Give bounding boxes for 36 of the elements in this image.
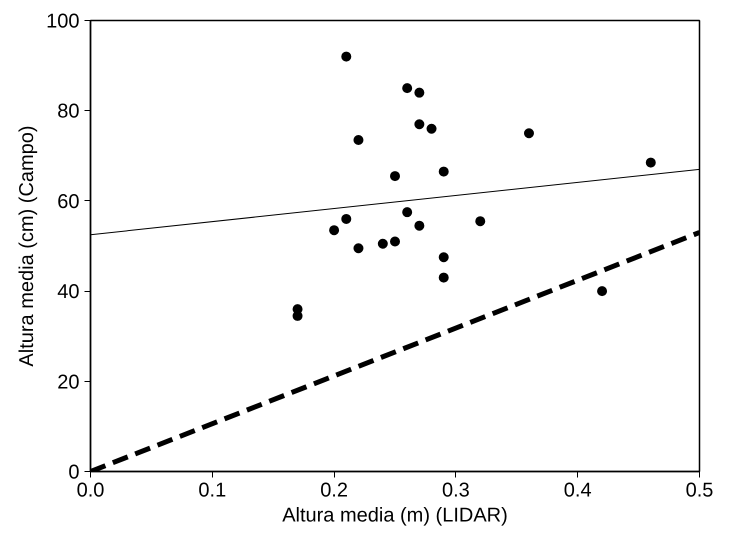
point [475, 216, 486, 226]
y-tick-label: 20 [57, 371, 80, 394]
point [378, 238, 388, 249]
y-tick-label: 100 [46, 10, 80, 32]
point [402, 207, 412, 218]
point [390, 236, 400, 246]
point [438, 272, 449, 283]
point [426, 124, 437, 134]
point [341, 214, 352, 224]
point [646, 158, 656, 168]
x-tick-label: 0.1 [198, 480, 226, 502]
x-tick-label: 0.0 [76, 480, 104, 502]
point [438, 252, 449, 262]
point [390, 171, 400, 182]
point [414, 88, 424, 98]
y-tick-label: 40 [57, 281, 80, 304]
point [414, 220, 424, 231]
x-tick-label: 0.2 [320, 480, 348, 502]
y-axis-title: Altura media (cm) (Campo) [16, 125, 38, 367]
y-tick-label: 80 [57, 100, 80, 123]
y-tick-label: 0 [68, 462, 80, 484]
x-tick-label: 0.5 [686, 480, 714, 502]
point [329, 225, 340, 236]
point [292, 310, 303, 321]
point [353, 243, 364, 254]
point [438, 166, 449, 177]
x-tick-label: 0.4 [564, 480, 592, 502]
point [414, 119, 424, 130]
point [353, 135, 364, 146]
x-axis-title: Altura media (m) (LIDAR) [282, 504, 508, 526]
x-tick-label: 0.3 [442, 480, 470, 502]
y-tick-label: 60 [57, 190, 80, 213]
point [597, 286, 608, 296]
point [402, 83, 412, 94]
point [524, 128, 534, 138]
point [341, 52, 352, 62]
